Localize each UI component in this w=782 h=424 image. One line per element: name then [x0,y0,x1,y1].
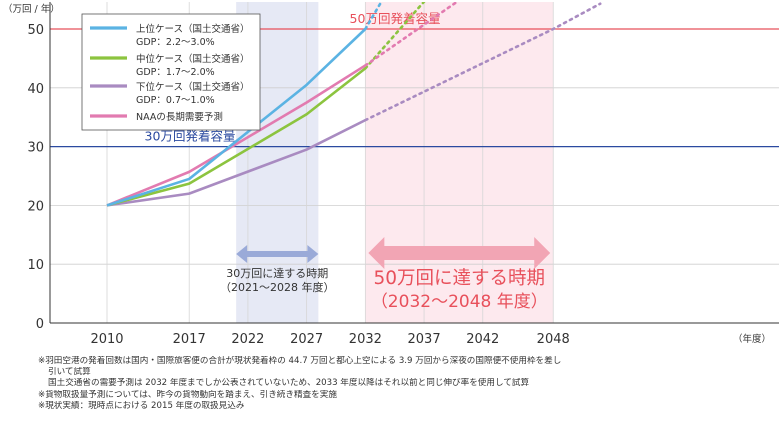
footnote-1-cont: 引いて試算 [48,367,91,378]
series-projection-2 [364,2,426,70]
series-line-3 [106,118,366,207]
band-label-1: 30万回に達する時期 [226,267,328,280]
series-line-1 [106,28,367,207]
x-tick-label-2037: 2037 [408,332,441,347]
band-sublabel-2: （2032〜2048 年度） [371,292,548,312]
period-band-2 [365,2,554,323]
footnote-1: ※羽田空港の発着回数は国内・国際旅客便の合計が現状発着枠の 44.7 万回と都心… [38,356,562,366]
series-line-4 [106,64,367,207]
series-projection-3 [364,2,602,122]
band-arrow-2 [368,237,551,269]
y-axis-label: （万回 / 年） [3,3,60,15]
x-tick-label-2027: 2027 [290,332,323,347]
legend-sublabel-2: GDP：1.7〜2.0% [136,67,215,78]
x-tick-label-2010: 2010 [90,332,123,347]
x-axis-label: （年度） [733,333,771,345]
legend-label-3: 下位ケース（国土交通省） [136,81,250,93]
footnotes: ※羽田空港の発着回数は国内・国際旅客便の合計が現状発着枠の 44.7 万回と都心… [38,356,778,412]
y-tick-label-40: 40 [27,82,44,97]
band-label-2: 50万回に達する時期 [374,268,546,289]
series-line-2 [106,67,367,207]
y-tick-label-30: 30 [27,141,44,156]
y-tick-label-50: 50 [27,23,44,38]
footnote-3: ※貨物取扱量予測については、昨今の貨物動向を踏まえ、引き続き精査を実施 [38,389,337,400]
y-tick-label-20: 20 [27,199,44,214]
footnote-4: ※現状実績：現時点における 2015 年度の取扱見込み [38,400,245,411]
series-projection-1 [364,2,383,31]
y-tick-label-10: 10 [27,258,44,273]
x-tick-label-2032: 2032 [349,332,382,347]
x-tick-label-2022: 2022 [231,332,264,347]
band-arrow-1 [236,245,319,263]
x-tick-label-2017: 2017 [173,332,206,347]
legend-label-2: 中位ケース（国土交通省） [136,53,250,65]
y-tick-label-0: 0 [36,317,44,332]
footnote-2: 国土交通省の需要予測は 2032 年度までしか公表されていないため、2033 年… [48,378,530,389]
legend-box [81,13,261,131]
x-tick-label-2042: 2042 [466,332,499,347]
legend-label-1: 上位ケース（国土交通省） [136,23,250,35]
legend-sublabel-1: GDP：2.2〜3.0% [136,37,215,48]
reference-label-30: 30万回発着容量 [145,129,236,144]
band-sublabel-1: （2021〜2028 年度） [220,280,335,294]
legend-sublabel-3: GDP：0.7〜1.0% [136,95,215,106]
legend-label-4: NAAの長期需要予測 [136,111,223,123]
x-tick-label-2048: 2048 [537,332,570,347]
